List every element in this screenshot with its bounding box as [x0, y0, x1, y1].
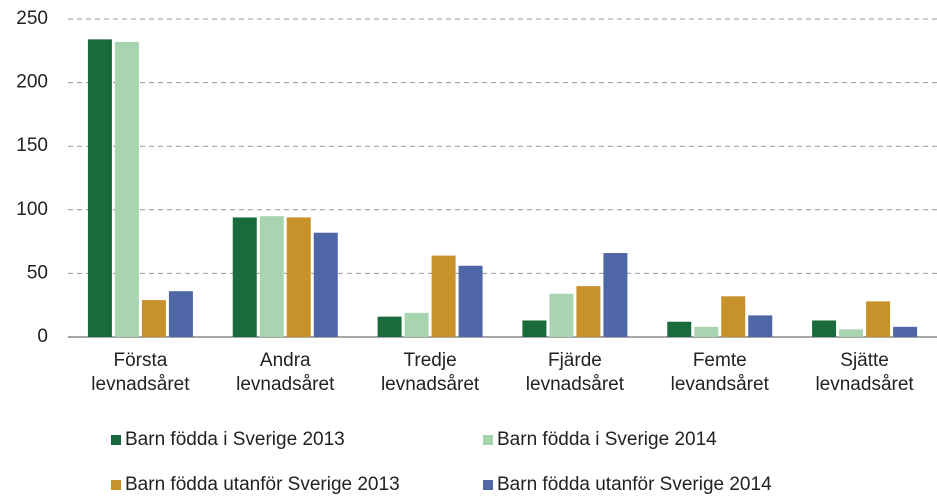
x-tick-label: Tredje levnadsåret [381, 350, 480, 395]
legend-swatch [483, 435, 493, 445]
x-tick-label: Femte levandsåret [671, 350, 770, 395]
legend-label: Barn födda i Sverige 2014 [497, 429, 717, 450]
bar [141, 300, 166, 337]
bar [839, 329, 864, 337]
y-tick-label: 0 [37, 326, 48, 347]
legend-swatch [483, 480, 493, 490]
legend-label: Barn födda utanför Sverige 2014 [497, 474, 772, 495]
bar [576, 286, 601, 337]
bar [812, 320, 837, 337]
x-tick-label: Första levnadsåret [91, 350, 190, 395]
x-tick-label: Fjärde levnadsåret [526, 350, 625, 395]
bar [431, 255, 456, 337]
legend-swatch [111, 480, 121, 490]
bar [694, 326, 719, 337]
legend-label: Barn födda utanför Sverige 2013 [125, 474, 400, 495]
legend-swatch [111, 435, 121, 445]
bar [377, 316, 402, 337]
bar [259, 216, 284, 337]
bar [603, 253, 628, 337]
bar [168, 291, 193, 337]
x-tick-label: Sjätte levnadsåret [815, 350, 914, 395]
bar [893, 326, 918, 337]
y-tick-label: 250 [16, 8, 48, 29]
y-tick-label: 100 [16, 199, 48, 220]
y-tick-label: 50 [27, 262, 48, 283]
bar [522, 320, 547, 337]
legend-label: Barn födda i Sverige 2013 [125, 429, 345, 450]
y-tick-label: 150 [16, 135, 48, 156]
bar [114, 41, 139, 338]
bar [87, 39, 112, 338]
bar [667, 321, 692, 337]
bar [748, 315, 773, 337]
bar [313, 232, 338, 337]
bar [286, 217, 311, 337]
bar [549, 293, 574, 337]
bar [404, 312, 429, 337]
x-tick-label: Andra levnadsåret [236, 350, 335, 395]
bar [866, 301, 891, 337]
bar [458, 265, 483, 337]
y-tick-label: 200 [16, 72, 48, 93]
bar [721, 296, 746, 337]
bar [232, 217, 257, 337]
